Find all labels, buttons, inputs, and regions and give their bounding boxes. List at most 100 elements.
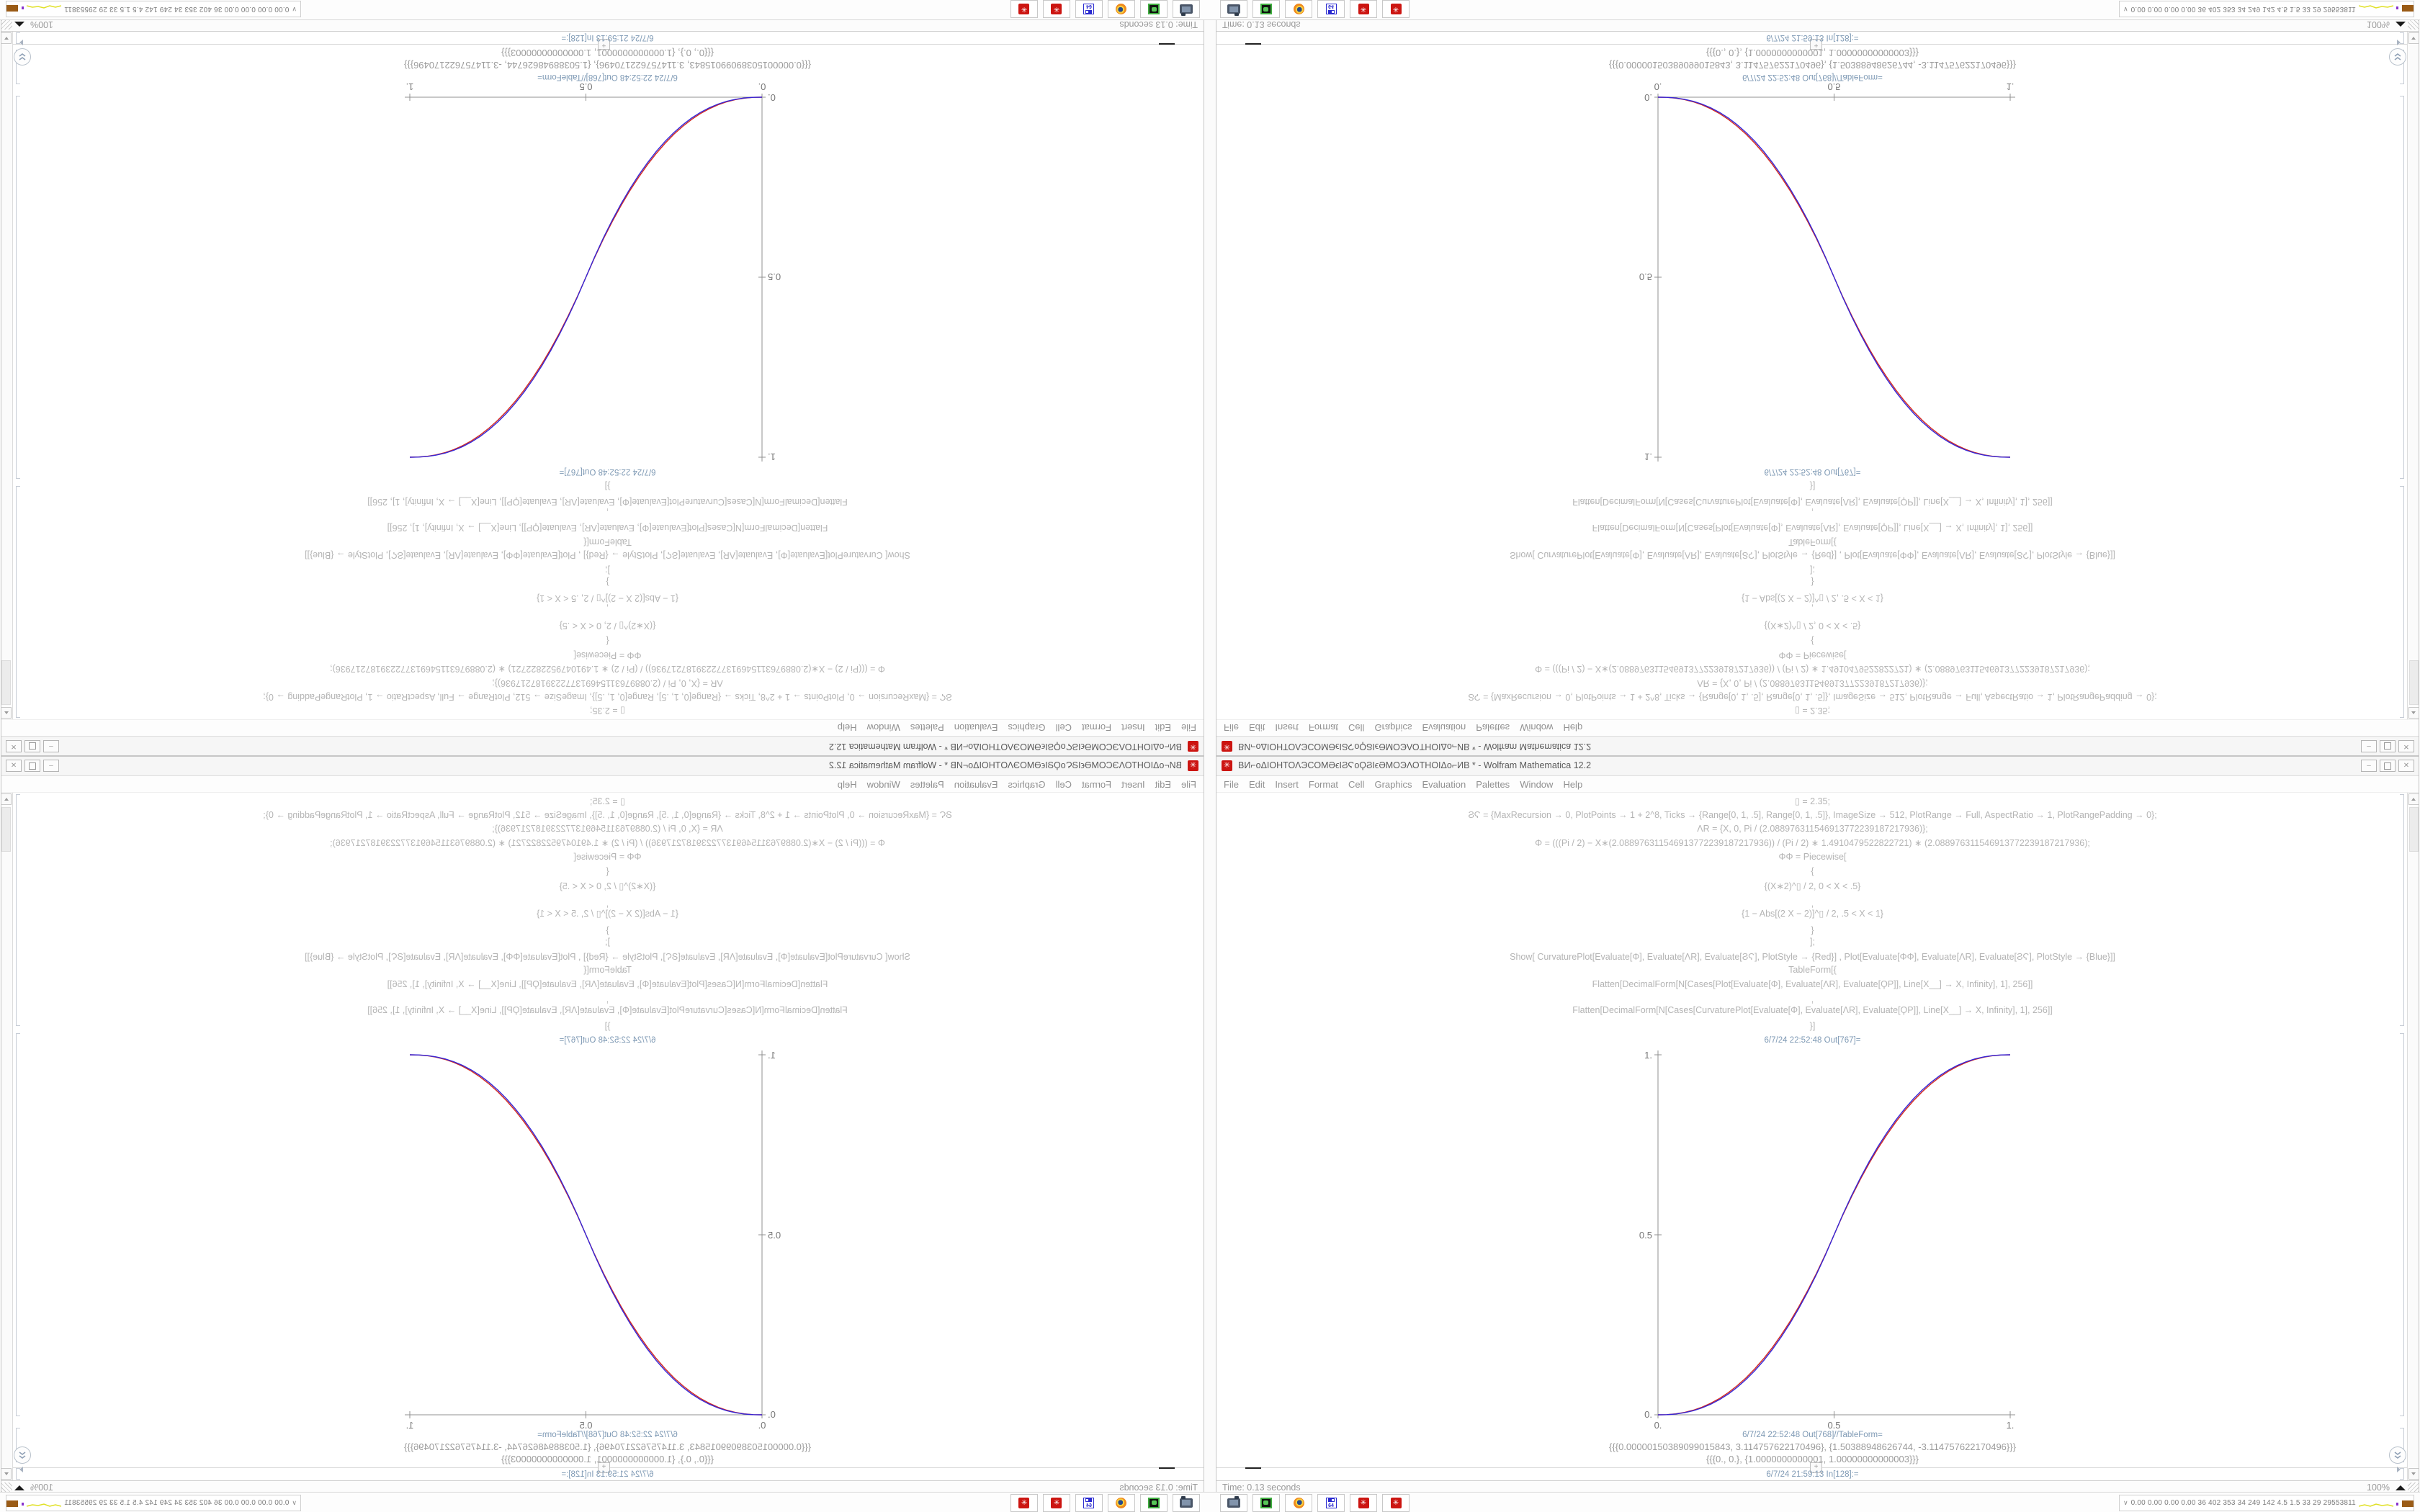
scroll-down-button[interactable] [1, 32, 12, 44]
code-line[interactable]: ϨϚ = {MaxRecursion → 0, PlotPoints → 1 +… [1468, 692, 2157, 702]
code-line[interactable]: Flatten[DecimalForm[N[Cases[CurvaturePlo… [1572, 1005, 2053, 1015]
maximize-button[interactable] [24, 760, 40, 772]
cell-bracket-code[interactable] [2400, 486, 2404, 718]
code-line[interactable]: ΦΦ = Piecewise[ [573, 650, 642, 660]
close-button[interactable]: ✕ [2398, 740, 2414, 752]
taskbar-button-firefox[interactable] [1285, 1494, 1312, 1512]
magnification-control[interactable]: 100% [14, 19, 53, 30]
menu-file[interactable]: File [1224, 722, 1239, 734]
vertical-scrollbar[interactable] [2407, 32, 2419, 719]
code-line[interactable]: ϨϚ = {MaxRecursion → 0, PlotPoints → 1 +… [263, 692, 952, 702]
menu-insert[interactable]: Insert [1275, 778, 1299, 790]
code-line[interactable]: , [1811, 508, 1814, 518]
menu-palettes[interactable]: Palettes [1476, 722, 1510, 734]
code-line[interactable]: , [606, 899, 609, 909]
scrollbar-thumb[interactable] [2409, 807, 2419, 852]
taskbar-button-mathematica-2[interactable]: ✳ [1010, 1494, 1038, 1512]
menu-evaluation[interactable]: Evaluation [954, 778, 998, 790]
code-line[interactable]: Flatten[DecimalForm[N[Cases[CurvaturePlo… [1572, 497, 2053, 507]
taskbar-button-screenshot[interactable] [1173, 0, 1200, 18]
cell-bracket-plot[interactable] [16, 96, 20, 479]
suggestions-bar-toggle[interactable] [2389, 1446, 2406, 1464]
maximize-button[interactable] [24, 740, 40, 752]
menu-file[interactable]: File [1181, 722, 1196, 734]
code-line[interactable]: Flatten[DecimalForm[N[Cases[Plot[Evaluat… [1592, 523, 2033, 533]
menu-insert[interactable]: Insert [1121, 722, 1145, 734]
menu-graphics[interactable]: Graphics [1008, 722, 1046, 734]
window-titlebar[interactable]: ✳ ВИ⌐oΔΙΟΗΤΟΛЭCOMӘϵΙϨϚoϘϨΙϵӘMOЭΛΟΤΗΟΙΔo⌐… [1216, 757, 2419, 776]
scroll-up-button[interactable] [2408, 707, 2419, 719]
code-line[interactable]: ΛR = {X, 0, Pi / (2.08897631154691377223… [1697, 678, 1928, 688]
code-line[interactable]: Flatten[DecimalForm[N[Cases[Plot[Evaluat… [387, 523, 828, 533]
scroll-up-button[interactable] [1, 707, 12, 719]
taskbar-button-mathematica-1[interactable]: ✳ [1350, 1494, 1377, 1512]
code-line[interactable]: Φ = (((Pi / 2) − X∗(2.088976311546913772… [330, 664, 885, 674]
menu-window[interactable]: Window [866, 778, 900, 790]
menu-graphics[interactable]: Graphics [1374, 778, 1412, 790]
menu-evaluation[interactable]: Evaluation [1422, 778, 1466, 790]
code-line[interactable]: ▯ = 2.35; [1795, 796, 1830, 806]
code-line[interactable]: ▯ = 2.35; [590, 796, 625, 806]
menu-help[interactable]: Help [1563, 722, 1583, 734]
code-line[interactable]: {(X∗2)^▯ / 2, 0 < X < .5} [1764, 881, 1861, 891]
code-line[interactable]: Φ = (((Pi / 2) − X∗(2.088976311546913772… [1535, 838, 2090, 848]
cell-bracket-plot[interactable] [2400, 1033, 2404, 1416]
window-titlebar[interactable]: ✳ ВИ⌐oΔΙΟΗΤΟΛЭCOMӘϵΙϨϚoϘϨΙϵӘMOЭΛΟΤΗΟΙΔo⌐… [1216, 736, 2419, 755]
code-line[interactable]: {1 − Abs[(2 X − 2)]^▯ / 2, .5 < X < 1} [537, 593, 678, 603]
cell-insertion-rule[interactable]: + [9, 1462, 1204, 1473]
magnification-control[interactable]: 100% [2367, 19, 2406, 30]
window-titlebar[interactable]: ✳ ВИ⌐oΔΙΟΗΤΟΛЭCOMӘϵΙϨϚoϘϨΙϵӘMOЭΛΟΤΗΟΙΔo⌐… [1, 757, 1204, 776]
code-line[interactable]: ]; [1810, 937, 1815, 947]
code-line[interactable]: , [606, 508, 609, 518]
code-line[interactable]: {1 − Abs[(2 X − 2)]^▯ / 2, .5 < X < 1} [537, 909, 678, 919]
code-line[interactable]: ΦΦ = Piecewise[ [1778, 852, 1847, 862]
scroll-up-button[interactable] [1, 793, 12, 805]
taskbar-button-floppy64[interactable]: 64 [1317, 1494, 1345, 1512]
code-line[interactable]: { [606, 636, 609, 646]
menu-format[interactable]: Format [1081, 778, 1112, 790]
cell-bracket-input[interactable] [2400, 1468, 2404, 1480]
code-line[interactable]: ϨϚ = {MaxRecursion → 0, PlotPoints → 1 +… [1468, 810, 2157, 820]
code-line[interactable]: ▯ = 2.35; [1795, 706, 1830, 716]
code-line[interactable]: {(X∗2)^▯ / 2, 0 < X < .5} [559, 621, 656, 631]
taskbar-button-terminal[interactable] [1140, 0, 1168, 18]
scroll-down-button[interactable] [2408, 1468, 2419, 1480]
code-line[interactable]: ΦΦ = Piecewise[ [573, 852, 642, 862]
cell-insertion-rule[interactable]: + [1216, 1462, 2411, 1473]
taskbar-button-screenshot[interactable] [1173, 1494, 1200, 1512]
scrollbar-thumb[interactable] [2409, 660, 2419, 705]
menu-palettes[interactable]: Palettes [1476, 778, 1510, 790]
menu-palettes[interactable]: Palettes [910, 778, 944, 790]
close-button[interactable]: ✕ [6, 740, 22, 752]
taskbar-button-terminal[interactable] [1252, 1494, 1280, 1512]
menu-palettes[interactable]: Palettes [910, 722, 944, 734]
code-line[interactable]: }] [604, 481, 611, 491]
menu-edit[interactable]: Edit [1248, 722, 1265, 734]
code-line[interactable]: { [606, 866, 609, 876]
resize-grip[interactable] [1, 19, 12, 30]
scrollbar-thumb[interactable] [1, 807, 11, 852]
menu-format[interactable]: Format [1081, 722, 1112, 734]
menu-window[interactable]: Window [1520, 722, 1554, 734]
suggestions-bar-toggle[interactable] [2389, 48, 2406, 66]
menu-cell[interactable]: Cell [1055, 778, 1072, 790]
code-line[interactable]: Show[ CurvaturePlot[Evaluate[Φ], Evaluat… [305, 952, 910, 962]
menu-cell[interactable]: Cell [1055, 722, 1072, 734]
menu-file[interactable]: File [1224, 778, 1239, 790]
cell-insertion-rule[interactable]: + [1216, 39, 2411, 50]
code-line[interactable]: ▯ = 2.35; [590, 706, 625, 716]
code-line[interactable]: TableForm[{ [583, 965, 632, 975]
code-line[interactable]: TableForm[{ [1788, 537, 1837, 547]
code-line[interactable]: {(X∗2)^▯ / 2, 0 < X < .5} [1764, 621, 1861, 631]
code-line[interactable]: , [606, 994, 609, 1004]
notebook-content[interactable]: ▯ = 2.35; ϨϚ = {MaxRecursion → 0, PlotPo… [1, 793, 1204, 1480]
code-line[interactable]: , [606, 603, 609, 613]
taskbar-button-firefox[interactable] [1108, 0, 1135, 18]
taskbar-button-floppy64[interactable]: 64 [1075, 0, 1103, 18]
vertical-scrollbar[interactable] [2407, 793, 2419, 1480]
menu-cell[interactable]: Cell [1348, 722, 1365, 734]
code-line[interactable]: Show[ CurvaturePlot[Evaluate[Φ], Evaluat… [305, 550, 910, 560]
code-line[interactable]: {1 − Abs[(2 X − 2)]^▯ / 2, .5 < X < 1} [1742, 593, 1883, 603]
scrollbar-thumb[interactable] [1, 660, 11, 705]
taskbar-button-terminal[interactable] [1252, 0, 1280, 18]
